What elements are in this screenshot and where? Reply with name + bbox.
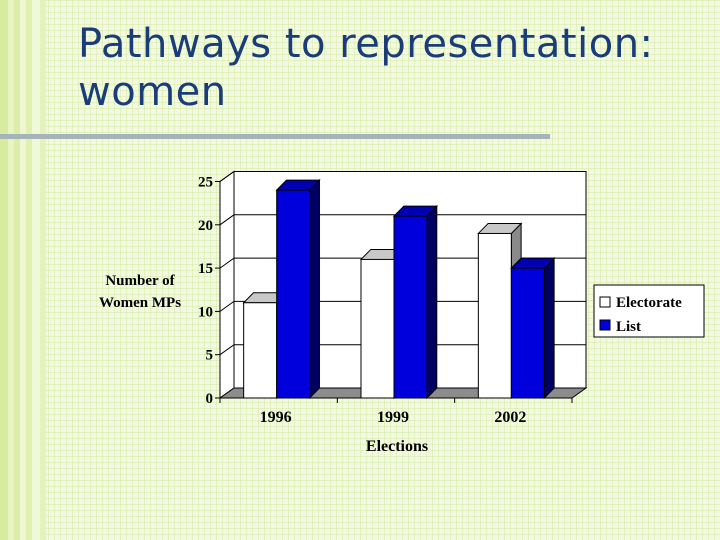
legend-swatch-electorate xyxy=(599,296,611,308)
y-axis-label-line-1: Number of xyxy=(105,273,175,289)
y-tick-label: 25 xyxy=(198,175,213,191)
bar-list-1996 xyxy=(276,189,311,399)
bar-list-1999 xyxy=(393,215,428,399)
slide-title-line-2: women xyxy=(78,69,227,115)
slide-title-line-1: Pathways to representation: xyxy=(78,21,654,67)
gridline xyxy=(219,257,586,269)
gridlines xyxy=(219,171,586,356)
y-tick-label: 0 xyxy=(206,391,214,407)
legend-swatch-list xyxy=(599,319,611,331)
title-divider xyxy=(0,134,550,139)
y-tick-label: 5 xyxy=(206,348,214,364)
legend-box xyxy=(593,284,705,338)
bar-electorate-1999 xyxy=(360,258,395,399)
gridline xyxy=(219,214,586,226)
bar-electorate-1996 xyxy=(243,302,278,399)
y-axis-label-line-2: Women MPs xyxy=(99,295,181,311)
legend-label-list: List xyxy=(616,319,641,335)
y-tick-label: 10 xyxy=(198,304,213,320)
bar-electorate-2002 xyxy=(477,232,512,399)
legend: Electorate List xyxy=(593,284,705,338)
y-tick-label: 20 xyxy=(198,218,213,234)
gridline xyxy=(219,171,586,182)
gridline xyxy=(219,344,586,356)
x-tick-label: 1996 xyxy=(260,409,292,426)
x-tick-label: 2002 xyxy=(494,409,526,426)
bar-side-list-1999 xyxy=(426,204,438,400)
bars xyxy=(242,178,556,400)
axes: 0 5 10 15 20 25 1996 1999 2002 xyxy=(198,175,573,426)
x-tick-label: 1999 xyxy=(377,409,409,426)
bar-list-2002 xyxy=(510,267,545,399)
bar-side-list-2002 xyxy=(543,256,555,400)
legend-label-electorate: Electorate xyxy=(616,295,682,311)
y-tick-label: 15 xyxy=(198,261,213,277)
side-wall xyxy=(219,170,235,399)
bar-side-list-1996 xyxy=(309,178,320,400)
slide-title: Pathways to representation: women xyxy=(78,20,718,116)
x-axis-label: Elections xyxy=(366,438,428,455)
gridline xyxy=(219,300,586,312)
